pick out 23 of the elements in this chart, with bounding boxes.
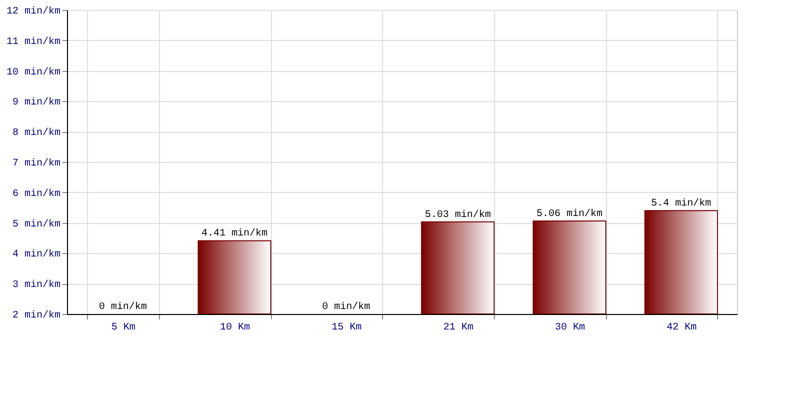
y-tick-label: 6 min/km — [12, 188, 60, 200]
x-tick-label: 15 Km — [332, 322, 362, 334]
data-label: 5.4 min/km — [651, 198, 712, 210]
text: 0 min/km — [322, 302, 370, 313]
y-tick-label: 11 min/km — [6, 36, 60, 48]
y-tick-label: 4 min/km — [12, 248, 60, 261]
data-label: 5.03 min/km — [424, 208, 491, 221]
y-tick-label: 9 min/km — [12, 96, 60, 109]
x-tick-label: 42 Km — [666, 322, 697, 334]
y-tick-label: 12 min/km — [6, 6, 60, 18]
x-tick-label: 30 Km — [554, 322, 586, 334]
x-tick-label: 10 Km — [220, 322, 250, 334]
y-tick-label: 10 min/km — [6, 66, 60, 78]
data-label: 5.06 min/km — [536, 208, 603, 220]
y-tick-label: 8 min/km — [12, 127, 60, 140]
y-tick-label: 2 min/km — [12, 310, 60, 322]
x-tick-label: 5 Km — [111, 322, 136, 334]
y-tick-label: 3 min/km — [12, 279, 60, 292]
y-tick-label: 7 min/km — [12, 158, 60, 170]
x-tick-label: 21 Km — [443, 322, 474, 334]
y-tick-label: 5 min/km — [12, 218, 60, 230]
data-label: 4.41 min/km — [201, 228, 268, 240]
text: 0 min/km — [98, 302, 147, 313]
